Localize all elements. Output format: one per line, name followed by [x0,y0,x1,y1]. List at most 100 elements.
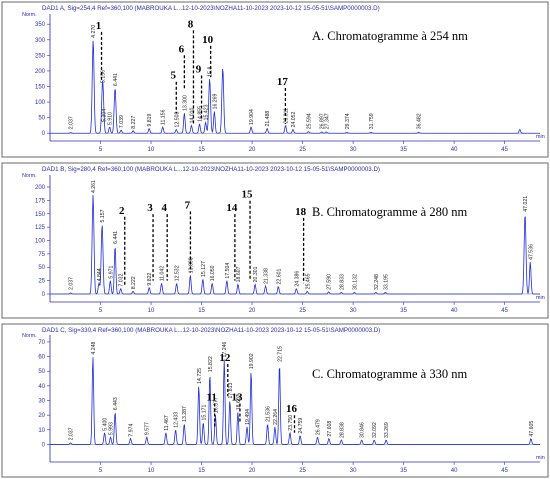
x-tick-label: 20 [249,468,256,474]
peak-label: 32.092 [372,422,378,438]
peak-label: 16.377 [213,397,219,413]
y-tick-label: 0 [42,131,46,137]
peak-label: 18.607 [236,394,242,410]
peak-label: 6.443 [113,397,119,410]
peak-label: 22.715 [277,346,283,362]
y-tick-label: 20 [38,413,45,419]
y-tick-label: 150 [35,212,46,218]
peak-label: 14.010 [189,107,195,123]
chart-panel-c: DAD1 C, Sig=330,4 Ref=360,100 (MABROUKA … [1,323,549,478]
peak-label: 4.844 [97,268,103,281]
chart-title: B. Chromatogramme à 280 nm [312,205,467,219]
x-tick-label: 30 [350,308,357,314]
x-tick-label: 10 [148,468,155,474]
peak-label: 17.246 [222,342,228,358]
annotation-number: 10 [202,34,214,46]
peak-label: 19.904 [249,109,255,125]
chart-title: C. Chromatogramme à 330 nm [312,367,467,381]
y-tick-label: 25 [38,279,45,285]
peak-label: 17.813 [228,383,234,399]
y-tick-label: 10 [38,428,45,434]
annotation-number: 17 [277,76,289,88]
peak-label: 8.227 [131,116,137,129]
y-tick-label: 50 [38,116,45,122]
peak-label: 12.508 [174,111,180,127]
peak-label: 33.269 [384,422,390,438]
x-tick-label: 45 [501,147,508,153]
annotation-number: 2 [119,205,125,217]
peak-label: 47.605 [529,421,535,437]
peak-label: 11.156 [161,109,167,125]
peak-label: 47.021 [523,196,529,212]
x-tick-label: 20 [249,147,256,153]
peak-label: 25.594 [307,113,313,129]
peak-label: 24.052 [291,111,297,127]
y-tick-label: 30 [38,399,45,405]
y-tick-label: 200 [35,69,46,75]
peak-label: 9.819 [147,113,153,126]
peak-label: 21.488 [265,111,271,127]
x-tick-label: 15 [198,147,205,153]
peak-label: 14.725 [197,368,203,384]
peak-label: 9.822 [147,272,153,285]
annotation-number: 1 [96,20,102,32]
peak-label: 23.750 [288,415,294,431]
peak-label: 5.304 [102,109,108,122]
y-tick-label: 175 [35,198,46,204]
x-axis-label: min [536,295,545,301]
panel-frame [1,323,549,478]
x-tick-label: 45 [501,308,508,314]
peak-label: 4.248 [91,341,97,354]
x-tick-label: 10 [148,308,155,314]
peak-label: 32.248 [374,274,380,290]
peak-label: 7.039 [119,115,125,128]
peak-label: 13.890 [188,257,194,273]
peak-label: 15.822 [208,356,214,372]
peak-label: 18.607 [236,266,242,282]
chromatogram-trace [50,40,540,134]
peak-label: 16.269 [212,93,218,109]
chart-panel-a: DAD1 A, Sig=254,4 Ref=360,100 (MABROUKA … [1,1,549,158]
peak-label: 27.590 [327,274,333,290]
x-tick-label: 25 [299,308,306,314]
x-tick-label: 15 [198,308,205,314]
x-axis-label: min [536,455,545,461]
x-tick-label: 5 [99,308,103,314]
peak-label: 25.465 [305,273,311,289]
x-tick-label: 20 [249,308,256,314]
chart-panel-b: DAD1 B, Sig=280,4 Ref=360,100 (MABROUKA … [1,162,549,319]
peak-label: 30.846 [360,422,366,438]
peak-label: 4.261 [91,180,97,193]
y-tick-label: 0 [42,292,46,298]
panel-frame [1,162,549,319]
peak-label: 29.374 [345,113,351,129]
panel-header-text: DAD1 B, Sig=280,4 Ref=360,100 (MABROUKA … [42,166,380,173]
peak-label: 15.423 [204,104,210,120]
peak-label: 14.855 [198,106,204,122]
y-tick-label: 300 [35,38,46,44]
peak-label: 8.222 [131,276,137,289]
y-tick-label: 60 [38,355,45,361]
peak-label: 5.910 [108,112,114,125]
peak-label: 19.494 [245,409,251,425]
x-tick-label: 35 [400,147,407,153]
x-tick-label: 40 [451,468,458,474]
peak-label: 12.532 [175,265,181,281]
annotation-number: 14 [226,202,238,214]
x-tick-label: 30 [350,468,357,474]
x-tick-label: 30 [350,147,357,153]
y-axis-label: Norm. [22,12,37,18]
y-tick-label: 250 [35,53,46,59]
peak-label: 2.037 [69,116,75,129]
peak-label: 33.195 [383,274,389,290]
x-tick-label: 10 [148,147,155,153]
y-axis-label: Norm. [22,333,37,339]
peak-label: 36.482 [417,113,423,129]
peak-label: 15.171 [201,404,207,420]
peak-label: 31.759 [369,113,375,129]
peak-label: 23.311 [284,108,290,124]
x-tick-label: 40 [451,147,458,153]
peak-label: 2.037 [69,277,75,290]
peak-label: 24.759 [298,418,304,434]
